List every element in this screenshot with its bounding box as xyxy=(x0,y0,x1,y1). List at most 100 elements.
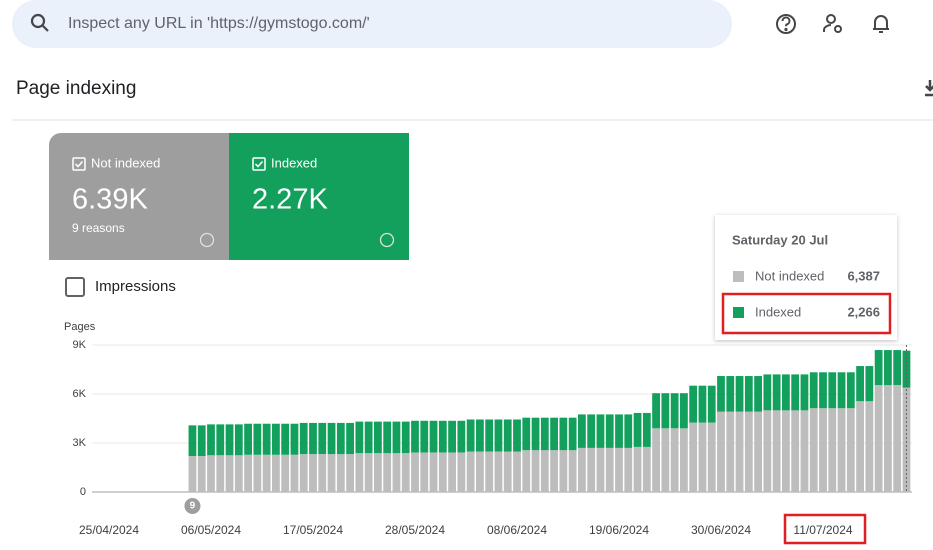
bar-indexed xyxy=(754,376,762,412)
bar-not-indexed xyxy=(207,455,215,492)
bar-not-indexed xyxy=(225,455,234,492)
bar-not-indexed xyxy=(429,452,438,492)
bar-not-indexed xyxy=(531,450,540,492)
card-note: 9 reasons xyxy=(72,221,125,235)
bar-indexed xyxy=(744,376,753,412)
bar-not-indexed xyxy=(707,422,716,492)
tooltip-name: Not indexed xyxy=(755,268,824,283)
bar-indexed xyxy=(503,419,512,452)
bar-not-indexed xyxy=(828,408,837,492)
x-tick-label: 08/06/2024 xyxy=(487,523,547,537)
bar-indexed xyxy=(856,366,864,402)
bar-indexed xyxy=(615,414,623,448)
help-icon[interactable] xyxy=(776,14,796,34)
bar-not-indexed xyxy=(652,428,660,492)
bar-indexed xyxy=(540,417,549,451)
bar-indexed xyxy=(884,350,892,386)
x-tick-label: 25/04/2024 xyxy=(79,523,139,537)
plot: 0 3K 6K 9K 25/04/2024 06/05/2024 17/05/2024 28/… xyxy=(73,339,912,537)
help-icon[interactable] xyxy=(199,232,395,248)
bar-not-indexed xyxy=(401,453,410,492)
bar-not-indexed xyxy=(494,451,503,492)
bar-indexed xyxy=(457,420,466,453)
bar-not-indexed xyxy=(856,401,864,492)
not-indexed-card[interactable] xyxy=(49,133,229,260)
bar-indexed xyxy=(420,420,429,453)
bar-indexed xyxy=(819,372,827,409)
bell-icon[interactable] xyxy=(873,15,889,33)
bar-indexed xyxy=(299,422,308,455)
impressions-checkbox[interactable] xyxy=(65,277,85,297)
download-icon[interactable] xyxy=(925,80,933,97)
bar-indexed xyxy=(791,374,800,411)
bar-not-indexed xyxy=(234,455,243,492)
x-tick-label: 30/06/2024 xyxy=(691,523,751,537)
bar-not-indexed xyxy=(253,454,262,492)
bar-indexed xyxy=(197,425,206,457)
bar-indexed xyxy=(717,376,725,412)
checkbox-checked xyxy=(72,157,86,171)
bar-indexed xyxy=(411,420,419,453)
search-placeholder: Inspect any URL in 'https://gymstogo.com… xyxy=(68,15,370,32)
bar-indexed xyxy=(800,374,809,411)
bar-not-indexed xyxy=(197,456,206,492)
bar-not-indexed xyxy=(791,410,800,492)
search-icon xyxy=(30,13,49,32)
bar-not-indexed xyxy=(420,452,429,492)
bar-indexed xyxy=(392,421,401,454)
bar-not-indexed xyxy=(262,454,271,492)
bar-indexed xyxy=(624,414,633,448)
y-tick-label: 6K xyxy=(73,388,87,400)
y-tick-label: 9K xyxy=(73,339,87,351)
bar-indexed xyxy=(466,419,475,452)
bar-not-indexed xyxy=(578,447,586,492)
bar-indexed xyxy=(568,417,577,451)
bar-indexed xyxy=(837,372,846,409)
bar-not-indexed xyxy=(476,451,484,492)
bar-indexed xyxy=(772,374,781,411)
bar-not-indexed xyxy=(318,454,327,492)
bar-not-indexed xyxy=(522,450,531,492)
bar-indexed xyxy=(327,422,336,455)
checkbox-checked xyxy=(252,157,266,171)
bar-not-indexed xyxy=(568,450,577,492)
card-label: Not indexed xyxy=(91,155,160,170)
bar-not-indexed xyxy=(884,385,892,492)
bar-not-indexed xyxy=(485,451,494,492)
bar-not-indexed xyxy=(374,453,382,492)
bar-indexed xyxy=(188,425,197,457)
bar-indexed xyxy=(735,376,744,412)
bar-indexed xyxy=(374,421,382,454)
bar-not-indexed xyxy=(642,446,651,492)
highlight-box xyxy=(721,292,892,335)
bar-not-indexed xyxy=(772,410,781,492)
bar-not-indexed xyxy=(680,428,688,492)
bar-not-indexed xyxy=(392,453,401,492)
bar-not-indexed xyxy=(457,452,466,492)
bar-indexed xyxy=(698,385,707,423)
bar-not-indexed xyxy=(188,456,197,492)
x-tick-label: 06/05/2024 xyxy=(181,523,241,537)
bar-not-indexed xyxy=(559,450,568,492)
bar-not-indexed xyxy=(809,408,818,492)
y-tick-label: 0 xyxy=(80,486,86,498)
bar-not-indexed xyxy=(735,411,744,492)
impressions-label[interactable]: Impressions xyxy=(95,278,176,295)
indexed-card[interactable] xyxy=(229,133,409,260)
search-bar[interactable] xyxy=(12,0,732,48)
admin-icon[interactable] xyxy=(823,14,842,33)
tooltip-box xyxy=(715,215,897,340)
bar-indexed xyxy=(216,424,225,456)
bar-not-indexed xyxy=(846,408,855,492)
bar-not-indexed xyxy=(800,410,809,492)
bar-indexed xyxy=(559,417,568,451)
bar-indexed xyxy=(494,419,503,452)
bar-not-indexed xyxy=(281,454,290,492)
x-tick-label: 19/06/2024 xyxy=(589,523,649,537)
bar-indexed xyxy=(605,414,614,448)
bar-not-indexed xyxy=(290,454,299,492)
bar-indexed xyxy=(438,420,447,453)
bar-indexed xyxy=(652,393,660,429)
bar-indexed xyxy=(865,366,874,402)
